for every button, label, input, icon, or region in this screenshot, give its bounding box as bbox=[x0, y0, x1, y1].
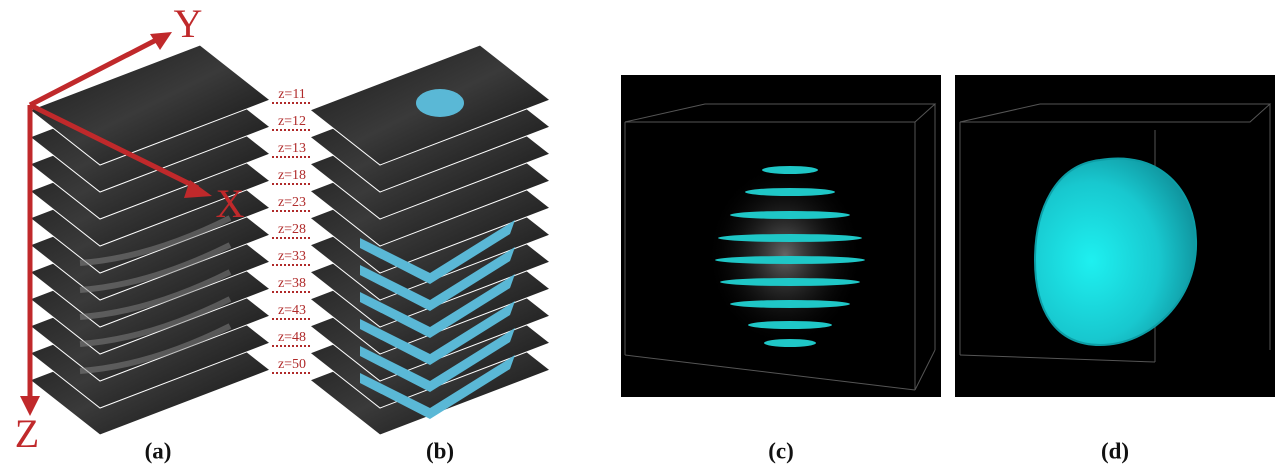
ring bbox=[715, 256, 865, 264]
ring bbox=[730, 211, 850, 219]
ring bbox=[762, 166, 818, 174]
slice-label: z=50 bbox=[278, 357, 306, 372]
panel-label: (c) bbox=[768, 438, 794, 463]
slice-label: z=23 bbox=[278, 195, 306, 210]
slice-label: z=43 bbox=[278, 303, 306, 318]
ring bbox=[764, 339, 816, 347]
axis-label: Y bbox=[174, 1, 203, 46]
axis-label: Z bbox=[15, 411, 39, 456]
ring bbox=[720, 278, 860, 286]
slice-label: z=48 bbox=[278, 330, 306, 345]
segment bbox=[416, 89, 464, 117]
ring bbox=[745, 188, 835, 196]
slice-label: z=18 bbox=[278, 168, 306, 183]
ring bbox=[718, 234, 862, 242]
slice-stack-a bbox=[30, 45, 270, 435]
slice-label: z=28 bbox=[278, 222, 306, 237]
axis-label: X bbox=[216, 181, 245, 226]
figure: z=11 z=12 z=13 z=18 z=23 z=28 z=33 z=38 z=43 z=48… bbox=[0, 0, 1278, 468]
slice-label: z=38 bbox=[278, 276, 306, 291]
slice-label: z=12 bbox=[278, 114, 306, 129]
render-c bbox=[621, 75, 941, 397]
slice-label: z=11 bbox=[278, 87, 306, 102]
ring bbox=[748, 321, 832, 329]
slice-labels: z=11 z=12 z=13 z=18 z=23 z=28 z=33 z=38 z=43 z=48… bbox=[272, 87, 312, 373]
ring bbox=[730, 300, 850, 308]
render-d bbox=[955, 75, 1275, 397]
panel-label: (d) bbox=[1101, 438, 1129, 463]
panel-label: (a) bbox=[145, 438, 172, 463]
slice-label: z=33 bbox=[278, 249, 306, 264]
panel-label: (b) bbox=[426, 438, 454, 463]
slice-stack-b bbox=[310, 45, 550, 435]
slice-label: z=13 bbox=[278, 141, 306, 156]
